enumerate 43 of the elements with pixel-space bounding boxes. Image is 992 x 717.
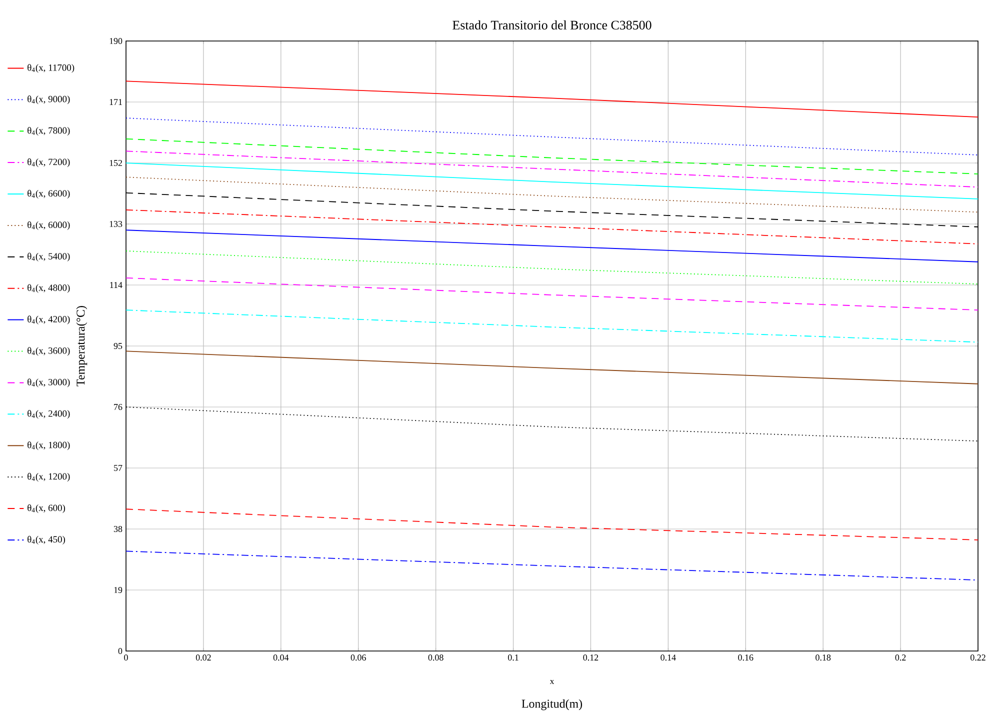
legend-label: θ$_{4}$(x, 3000)	[28, 378, 70, 388]
legend-label: θ$_{4}$(x, 4200)	[28, 316, 70, 324]
y-tick-label: 76	[114, 404, 122, 410]
x-tick-label: 0.18	[816, 654, 831, 661]
chart-title: Estado Transitorio del Bronce C38500	[452, 20, 652, 30]
legend-label: θ$_{4}$(x, 1800)	[28, 441, 70, 450]
x-tick-label: 0.14	[660, 654, 676, 661]
y-tick-label: 57	[114, 465, 122, 471]
y-tick-label: 95	[114, 342, 122, 350]
legend-label: θ$_{4}$(x, 3600)	[28, 347, 70, 356]
x-tick-label: 0.2	[895, 654, 906, 661]
x-tick-label: 0.06	[350, 654, 366, 661]
x-tick-label: 0.02	[196, 654, 211, 661]
x-tick-label: 0.12	[583, 654, 598, 661]
x-tick-label: 0.04	[273, 654, 289, 661]
x-tick-label: 0.16	[738, 654, 754, 661]
y-tick-label: 133	[110, 220, 122, 228]
x-tick-label: 0.22	[970, 654, 986, 661]
x-tick-label: 0.08	[428, 654, 444, 661]
legend-label: θ$_{4}$(x, 5400)	[28, 252, 70, 262]
y-tick-label: 38	[114, 526, 122, 532]
text: x	[550, 680, 554, 684]
legend-label: θ$_{4}$(x, 9000)	[28, 96, 70, 104]
legend-label: θ$_{4}$(x, 11700)	[28, 64, 74, 73]
y-tick-label: 152	[110, 160, 122, 166]
legend-label: θ$_{4}$(x, 7800)	[28, 126, 70, 136]
legend-label: θ$_{4}$(x, 4800)	[28, 284, 70, 293]
y-axis-title: Temperatura(°C)	[76, 306, 88, 386]
legend-label: θ$_{4}$(x, 7200)	[28, 158, 70, 168]
y-tick-label: 19	[114, 586, 122, 594]
legend-label: θ$_{4}$(x, 450)	[28, 536, 66, 544]
legend-label: θ$_{4}$(x, 600)	[28, 504, 66, 514]
x-tick-label: 0.1	[508, 654, 518, 661]
y-tick-label: 114	[110, 282, 122, 288]
y-tick-label: 171	[110, 99, 122, 105]
y-tick-label: 190	[110, 38, 122, 44]
legend-label: θ$_{4}$(x, 1200)	[28, 472, 70, 482]
legend-label: θ$_{4}$(x, 2400)	[28, 410, 70, 419]
legend-label: θ$_{4}$(x, 6600)	[28, 190, 70, 199]
x-tick-label: 0	[124, 654, 128, 661]
y-tick-label: 0	[118, 648, 122, 654]
x-axis-title: Longitud(m)	[522, 699, 582, 710]
legend-label: θ$_{4}$(x, 6000)	[28, 221, 70, 230]
